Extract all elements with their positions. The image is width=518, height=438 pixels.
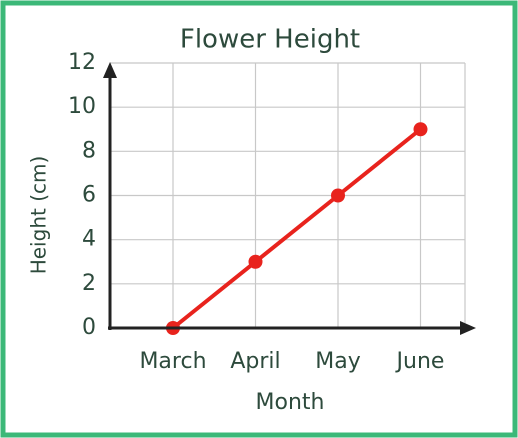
y-tick-label: 10	[68, 94, 96, 119]
y-tick-label: 6	[82, 183, 96, 208]
x-tick-label: May	[315, 349, 360, 374]
y-tick-label: 12	[68, 50, 96, 75]
y-axis-label: Height (cm)	[27, 156, 51, 275]
y-tick-label: 0	[82, 315, 96, 340]
chart-title: Flower Height	[180, 25, 360, 55]
y-tick-label: 4	[82, 227, 96, 252]
x-tick-label: June	[395, 349, 445, 374]
line	[171, 127, 422, 330]
point	[413, 122, 428, 137]
point	[331, 188, 345, 203]
x-tick-label: April	[230, 349, 280, 374]
y-tick-label: 8	[82, 138, 96, 163]
point	[248, 254, 263, 269]
x-axis-label: Month	[256, 390, 325, 415]
x-arrow	[460, 321, 476, 335]
y-tick-label: 2	[82, 271, 96, 296]
y-arrow	[103, 62, 117, 78]
x-tick-label: March	[139, 349, 206, 374]
